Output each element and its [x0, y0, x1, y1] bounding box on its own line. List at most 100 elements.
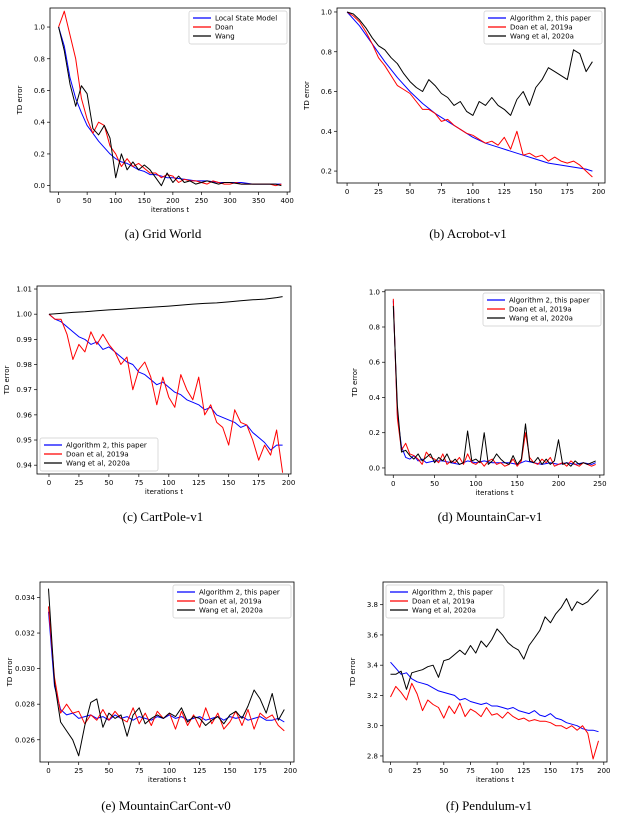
y-tick-label: 0.6 — [369, 359, 381, 367]
x-tick-label: 50 — [104, 479, 113, 487]
x-tick-label: 200 — [552, 480, 565, 488]
x-tick-label: 200 — [284, 767, 297, 775]
legend-entry: Doan et al, 2019a — [510, 24, 573, 32]
y-axis-label: TD error — [351, 368, 359, 398]
y-tick-label: 0.4 — [34, 119, 46, 127]
x-tick-label: 100 — [466, 188, 479, 196]
x-tick-label: 75 — [134, 479, 143, 487]
x-tick-label: 175 — [570, 767, 583, 775]
legend-entry: Algorithm 2, this paper — [66, 442, 147, 450]
x-tick-label: 175 — [253, 767, 266, 775]
x-tick-label: 25 — [413, 767, 422, 775]
chart-caption: (b) Acrobot-v1 — [429, 226, 507, 241]
x-tick-label: 0 — [47, 479, 51, 487]
x-axis-label: iterations t — [145, 488, 183, 496]
y-tick-label: 0.2 — [321, 168, 332, 176]
x-tick-label: 350 — [252, 197, 265, 205]
series-line-wang-et-al-2020a — [48, 296, 283, 315]
series-line-wang — [58, 26, 282, 187]
x-tick-label: 75 — [466, 767, 475, 775]
x-tick-label: 0 — [56, 197, 60, 205]
chart-mountaincarcont-v0: 0 25 50 75 100 125 150 175 200 0.026 0.028 0.030 0.0… — [6, 581, 297, 813]
x-tick-label: 50 — [83, 197, 92, 205]
y-axis-label: TD error — [349, 657, 357, 687]
x-tick-label: 100 — [109, 197, 122, 205]
legend-entry: Wang et al, 2020a — [199, 607, 263, 615]
legend-entry: Wang et al, 2020a — [412, 607, 476, 615]
x-tick-label: 50 — [406, 188, 415, 196]
chart-caption: (a) Grid World — [125, 226, 202, 241]
y-tick-label: 0.6 — [321, 88, 333, 96]
y-tick-label: 0.0 — [34, 182, 45, 190]
chart-caption: (f) Pendulum-v1 — [446, 798, 532, 813]
x-tick-label: 125 — [193, 767, 206, 775]
y-tick-label: 3.2 — [367, 692, 378, 700]
x-tick-label: 125 — [498, 188, 511, 196]
legend-frame — [39, 437, 159, 472]
x-tick-label: 150 — [138, 197, 151, 205]
chart-pendulum-v1: 0 25 50 75 100 125 150 175 200 2.8 3.0 3.2 3.4 3.6 3.8… — [349, 581, 610, 813]
x-tick-label: 50 — [430, 480, 439, 488]
plot-frame — [36, 285, 292, 475]
x-tick-label: 175 — [252, 479, 265, 487]
y-tick-label: 3.0 — [367, 722, 378, 730]
chart-caption: (c) CartPole-v1 — [123, 509, 204, 524]
chart-acrobot-v1: 0 25 50 75 100 125 150 175 200 0.2 0.4 0.6 0.8 1.0 ite… — [303, 7, 606, 241]
legend-entry: Wang — [215, 33, 235, 41]
legend-entry: Algorithm 2, this paper — [509, 297, 590, 305]
x-axis-label: iterations t — [452, 197, 490, 205]
legend-frame — [172, 584, 292, 619]
x-tick-label: 150 — [544, 767, 557, 775]
chart-caption: (d) MountainCar-v1 — [438, 509, 543, 524]
x-tick-label: 25 — [74, 767, 83, 775]
series-line-doan-et-al-2019a — [390, 682, 599, 760]
series-line-local-state-model — [58, 26, 282, 185]
x-tick-label: 75 — [135, 767, 144, 775]
x-axis-label: iterations t — [476, 776, 514, 784]
series-line-algorithm-2-this-paper — [390, 661, 599, 733]
x-tick-label: 100 — [469, 480, 482, 488]
legend-entry: Wang et al, 2020a — [510, 33, 574, 41]
y-tick-label: 0.95 — [16, 437, 32, 445]
x-tick-label: 0 — [46, 767, 50, 775]
chart-cartpole-v1: 0 25 50 75 100 125 150 175 200 0.94 0.95 0.96 0.97 0.… — [3, 286, 295, 524]
y-tick-label: 0.8 — [369, 324, 380, 332]
y-axis-label: TD error — [3, 365, 11, 395]
x-tick-label: 0 — [388, 767, 392, 775]
chart-mountaincar-v1: 0 50 100 150 200 250 0.0 0.2 0.4 0.6 0.8 1.0 iterati… — [351, 288, 607, 524]
y-tick-label: 0.028 — [15, 701, 35, 709]
x-axis-label: iterations t — [148, 776, 186, 784]
legend-frame — [482, 292, 602, 327]
x-tick-label: 25 — [374, 188, 383, 196]
x-tick-label: 25 — [74, 479, 83, 487]
y-tick-label: 0.0 — [369, 464, 380, 472]
x-tick-label: 75 — [437, 188, 446, 196]
y-tick-label: 0.96 — [16, 411, 32, 419]
x-tick-label: 250 — [593, 480, 606, 488]
x-tick-label: 100 — [490, 767, 503, 775]
x-tick-label: 150 — [222, 479, 235, 487]
plot-frame — [336, 7, 606, 184]
x-tick-label: 400 — [280, 197, 293, 205]
plot-frame — [384, 289, 605, 476]
x-tick-label: 50 — [104, 767, 113, 775]
y-axis-label: TD error — [16, 85, 24, 115]
x-tick-label: 50 — [439, 767, 448, 775]
plot-frame — [382, 581, 608, 763]
series-line-wang-et-al-2020a — [390, 589, 599, 690]
y-tick-label: 0.99 — [16, 336, 32, 344]
legend-entry: Doan — [215, 24, 233, 32]
y-tick-label: 0.2 — [369, 429, 380, 437]
series-line-doan-et-al-2019a — [346, 11, 593, 178]
series-line-algorithm-2-this-paper — [48, 313, 283, 451]
y-tick-label: 2.8 — [367, 752, 378, 760]
legend-entry: Doan et al, 2019a — [199, 598, 262, 606]
y-tick-label: 1.00 — [16, 311, 32, 319]
x-axis-label: iterations t — [475, 489, 513, 497]
x-tick-label: 175 — [561, 188, 574, 196]
